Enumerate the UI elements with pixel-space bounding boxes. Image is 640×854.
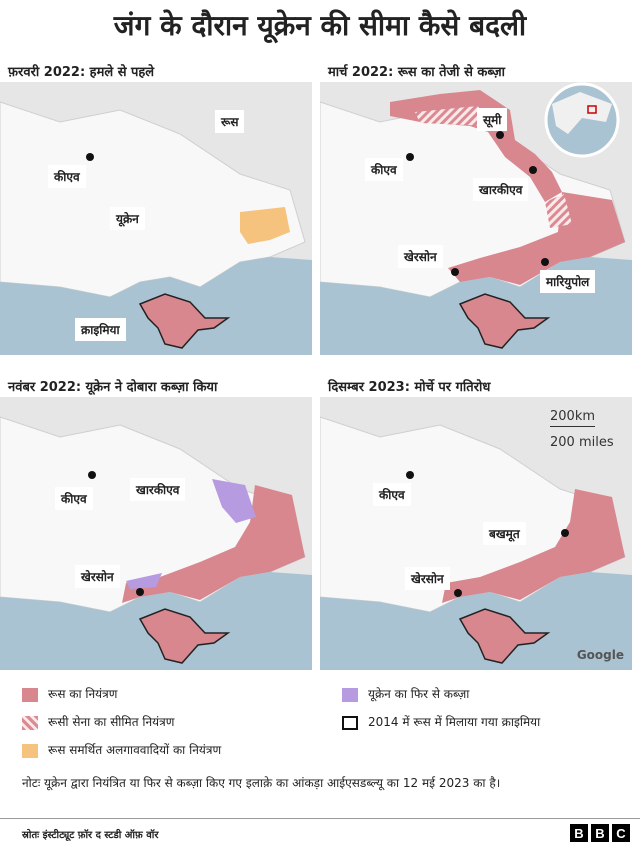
legend-label: 2014 में रूस में मिलाया गया क्राइमिया <box>368 715 541 729</box>
city-dot <box>88 471 96 479</box>
legend-item: यूक्रेन का फिर से कब्ज़ा <box>342 685 469 702</box>
map-panel: मार्च 2022: रूस का तेजी से कब्ज़ा सूमी कीए… <box>320 60 632 355</box>
map-label: यूक्रेन <box>110 207 145 230</box>
map-label: कीएव <box>55 487 93 510</box>
legend-label: रूस समर्थित अलगाववादियों का नियंत्रण <box>48 743 222 757</box>
legend-swatch <box>22 743 38 758</box>
territory <box>212 479 256 523</box>
legend-swatch <box>342 715 358 730</box>
city-dot <box>406 471 414 479</box>
panel-title: नवंबर 2022: यूक्रेन ने दोबारा कब्ज़ा किय… <box>8 380 218 395</box>
city-dot <box>496 131 504 139</box>
globe-marker <box>587 105 597 114</box>
territory <box>442 489 625 603</box>
map-credit: Google <box>576 648 624 662</box>
globe-land <box>552 92 612 134</box>
map <box>0 82 312 355</box>
source: स्रोतः इंस्टीट्यूट फ़ॉर द स्टडी ऑफ़ वॉर <box>22 830 159 841</box>
scale-km: 200km <box>550 409 596 427</box>
legend-item: रूस का नियंत्रण <box>22 685 117 702</box>
map-label: सूमी <box>477 108 508 131</box>
city-dot <box>454 589 462 597</box>
map <box>0 397 312 670</box>
map-label: खेरसोन <box>405 567 450 590</box>
legend-item: 2014 में रूस में मिलाया गया क्राइमिया <box>342 713 540 730</box>
map-panel: दिसम्बर 2023: मोर्चे पर गतिरोध कीएव बखमूत ख… <box>320 375 632 670</box>
legend-label: रूसी सेना का सीमित नियंत्रण <box>48 715 175 729</box>
title: जंग के दौरान यूक्रेन की सीमा कैसे बदली <box>113 9 527 42</box>
divider <box>0 818 640 819</box>
bbc-logo: B B C <box>570 824 630 842</box>
legend-item: रूस समर्थित अलगाववादियों का नियंत्रण <box>22 741 221 758</box>
territory <box>122 485 305 603</box>
logo-letter: C <box>612 824 630 842</box>
map-label: मारियुपोल <box>540 270 596 293</box>
map-label: कीएव <box>365 158 403 181</box>
territory <box>240 207 290 244</box>
map-label: बखमूत <box>483 522 526 545</box>
map-label: क्राइमिया <box>75 318 126 341</box>
legend-label: रूस का नियंत्रण <box>48 687 118 701</box>
map-label: कीएव <box>48 165 86 188</box>
map-label: रूस <box>215 110 245 133</box>
crimea <box>138 608 231 664</box>
city-dot <box>451 268 459 276</box>
territory <box>545 194 572 228</box>
city-dot <box>561 529 569 537</box>
note: नोटः यूक्रेन द्वारा नियंत्रित या फिर से … <box>22 776 501 790</box>
panel-title: दिसम्बर 2023: मोर्चे पर गतिरोध <box>328 380 491 395</box>
panel-title: मार्च 2022: रूस का तेजी से कब्ज़ा <box>328 65 506 80</box>
legend-swatch <box>342 687 358 702</box>
territory <box>415 106 488 126</box>
legend-label: यूक्रेन का फिर से कब्ज़ा <box>368 687 470 701</box>
map-label: खारकीएव <box>473 178 529 201</box>
map-label: कीएव <box>373 483 411 506</box>
legend-item: रूसी सेना का सीमित नियंत्रण <box>22 713 174 730</box>
legend-swatch <box>22 687 38 702</box>
legend-swatch <box>22 715 38 730</box>
logo-letter: B <box>570 824 588 842</box>
city-dot <box>86 153 94 161</box>
map-label: खारकीएव <box>130 478 186 501</box>
crimea <box>138 293 231 349</box>
map-panel: नवंबर 2022: यूक्रेन ने दोबारा कब्ज़ा किय… <box>0 375 312 670</box>
map-panel: फ़रवरी 2022: हमले से पहले रूस कीएव यूक्रेन क… <box>0 60 312 355</box>
crimea <box>458 293 551 349</box>
city-dot <box>136 588 144 596</box>
map-label: खेरसोन <box>398 245 443 268</box>
panel-title: फ़रवरी 2022: हमले से पहले <box>8 65 155 80</box>
territory <box>448 192 625 285</box>
crimea <box>458 608 551 664</box>
territory <box>126 573 162 589</box>
scale-miles: 200 miles <box>550 435 614 450</box>
city-dot <box>406 153 414 161</box>
logo-letter: B <box>591 824 609 842</box>
city-dot <box>541 258 549 266</box>
map <box>320 397 632 670</box>
map-label: खेरसोन <box>75 565 120 588</box>
map <box>320 82 632 355</box>
city-dot <box>529 166 537 174</box>
